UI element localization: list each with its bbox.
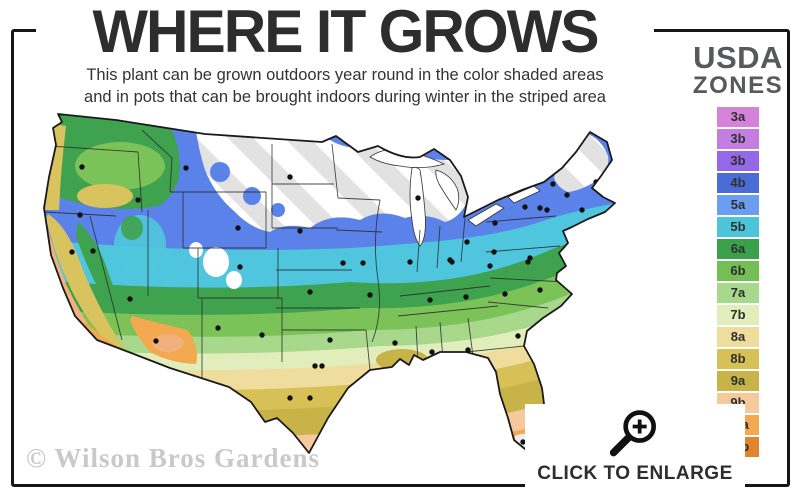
city-dot [135,197,141,203]
subtitle-line-1: This plant can be grown outdoors year ro… [86,66,604,84]
zone-label: 8a [730,329,746,345]
magnifier-plus-icon[interactable] [607,406,663,462]
us-outline [43,113,616,454]
city-dot [183,165,189,171]
zone-label: 7b [730,307,746,323]
city-dot [520,439,526,445]
zone-swatch-5b: 5b [717,217,759,238]
city-dot [429,349,435,355]
striped-region-northeast [554,134,609,192]
zone-label: 3a [730,109,746,125]
subtitle-line-2: and in pots that can be brought indoors … [84,87,606,106]
city-dot [340,260,346,266]
zone-label: 4b [730,175,746,191]
zone-swatch-6a: 6a [717,239,759,260]
zone-swatch-4b: 4b [717,173,759,194]
city-dot [392,340,398,346]
legend-title-usda: USDA [693,40,783,75]
city-dot [502,291,508,297]
city-dot [525,259,531,265]
zone-swatch-8a: 8a [717,327,759,348]
city-dot [492,220,498,226]
city-dot [127,296,133,302]
city-dot [447,257,453,263]
city-dot [259,332,265,338]
city-dot [79,164,85,170]
city-dot [544,207,550,213]
city-dot [360,260,366,266]
city-dot [287,395,293,401]
zone-swatch-6b: 6b [717,261,759,282]
zone-swatch-list: 3a3b3b4b5a5b6a6b7a7b8a8b9a9b10a10b [690,107,786,458]
zone-label: 8b [730,351,746,367]
city-dot [515,333,521,339]
city-dot [215,325,221,331]
city-dot [537,205,543,211]
city-dot [415,195,421,201]
zone-label: 5a [730,197,746,213]
subtitle: This plant can be grown outdoors year ro… [36,65,654,109]
city-dot [527,255,533,261]
city-dot [550,181,556,187]
zone-label: 3b [730,153,746,169]
usda-zones-legend: USDA ZONES 3a3b3b4b5a5b6a6b7a7b8a8b9a9b1… [690,42,786,459]
city-dot [307,289,313,295]
striped-region-north [195,124,468,232]
zone-swatch-3b: 3b [717,129,759,150]
city-dot [307,395,313,401]
legend-title-zones: ZONES [692,72,784,99]
city-dot [77,212,83,218]
zone-label: 9a [730,373,746,389]
city-dot [297,228,303,234]
page-title: WHERE IT GROWS [92,0,599,65]
great-lakes [369,148,541,247]
city-dot [237,264,243,270]
city-dot [564,192,570,198]
zone-swatch-8b: 8b [717,349,759,370]
city-dot [472,202,478,208]
city-dot [312,363,318,369]
click-to-enlarge-label[interactable]: CLICK TO ENLARGE [537,463,733,484]
city-dot [327,337,333,343]
zone-label: 5b [730,219,746,235]
zone-label: 6b [730,263,746,279]
zone-swatch-7a: 7a [717,283,759,304]
city-dot [90,248,96,254]
city-dot [537,287,543,293]
city-dot [522,204,528,210]
zone-label: 3b [730,131,746,147]
city-dot [427,297,433,303]
watermark: © Wilson Bros Gardens [26,443,320,473]
city-dots [69,164,599,445]
zone-swatch-9a: 9a [717,371,759,392]
city-dot [287,174,293,180]
usda-zone-map [43,113,616,454]
city-dot [367,292,373,298]
zone-swatch-5a: 5a [717,195,759,216]
zone-swatch-3b: 3b [717,151,759,172]
city-dot [69,249,75,255]
city-dot [319,363,325,369]
city-dot [491,249,497,255]
city-dot [463,294,469,300]
city-dot [487,263,493,269]
city-dot [235,225,241,231]
city-dot [385,409,391,415]
zone-label: 6a [730,241,746,257]
city-dot [407,259,413,265]
zone-swatch-3a: 3a [717,107,759,128]
header: WHERE IT GROWS This plant can be grown o… [36,0,654,106]
city-dot [464,239,470,245]
click-to-enlarge-button[interactable]: CLICK TO ENLARGE [525,404,745,500]
city-dot [579,207,585,213]
city-dot [153,338,159,344]
zone-label: 7a [730,285,746,301]
zone-swatch-7b: 7b [717,305,759,326]
state-borders [44,129,567,382]
